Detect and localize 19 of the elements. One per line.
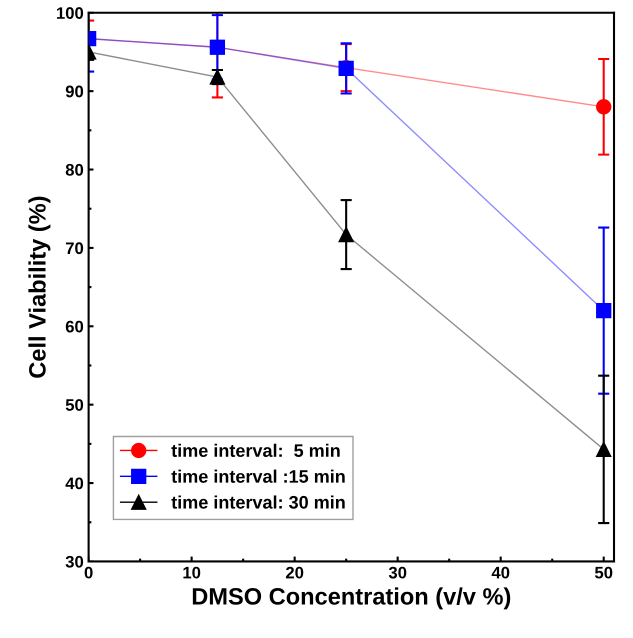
x-axis-title: DMSO Concentration (v/v %) (192, 587, 510, 610)
x-tick-label: 30 (388, 566, 406, 579)
y-tick-label: 90 (66, 86, 84, 98)
legend-label: time interval: 30 min (171, 495, 345, 509)
y-tick-label: 60 (66, 320, 84, 332)
legend-label: time interval: 5 min (171, 444, 340, 457)
x-tick-label: 40 (492, 566, 510, 579)
y-tick-label: 100 (57, 7, 84, 19)
legend-label: time interval :15 min (171, 470, 345, 483)
x-tick-label: 10 (183, 566, 200, 579)
y-tick-label: 70 (66, 242, 84, 254)
y-tick-label: 50 (66, 399, 84, 411)
y-axis-title: Cell Viability (%) (28, 196, 50, 378)
y-tick-label: 30 (66, 556, 84, 568)
y-tick-label: 80 (66, 164, 84, 176)
y-tick-label: 40 (65, 477, 84, 490)
x-tick-label: 20 (286, 566, 304, 579)
x-tick-label: 0 (84, 566, 93, 579)
x-tick-label: 50 (594, 566, 612, 579)
